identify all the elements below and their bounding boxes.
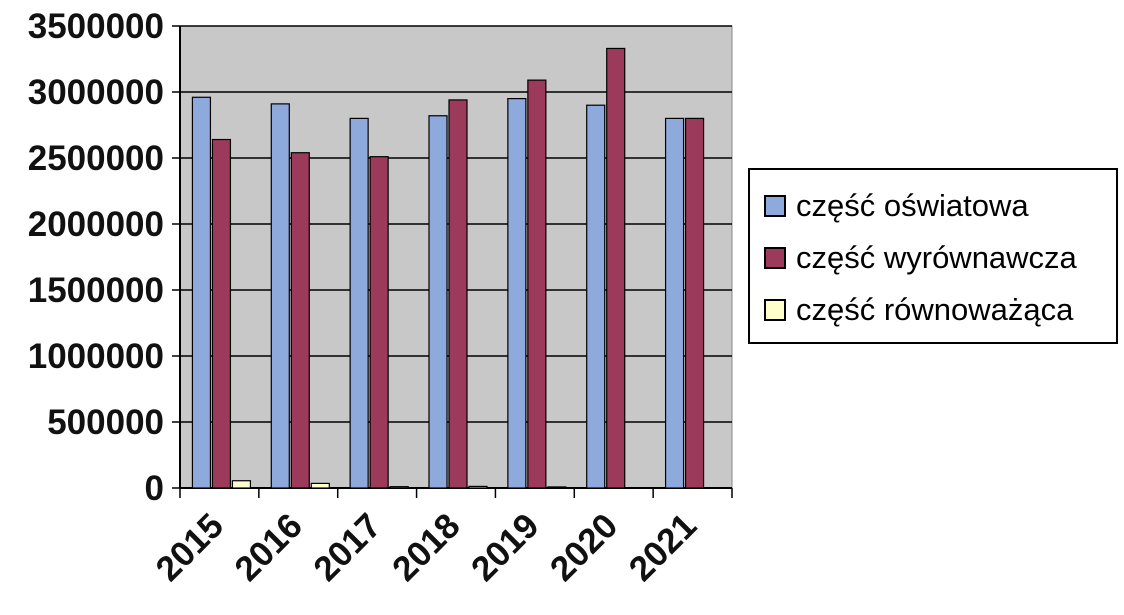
bar-0-2019 (507, 97, 527, 489)
bar-2-2015 (231, 480, 252, 489)
bar-2-2019 (547, 486, 567, 489)
bar-1-2016 (290, 152, 310, 489)
bar-0-2018 (428, 115, 448, 489)
legend-label-wyrownawcza: część wyrównawcza (796, 240, 1077, 275)
bar-0-2015 (191, 96, 212, 489)
legend: część oświatowa część wyrównawcza część … (748, 168, 1118, 344)
bar-2-2016 (310, 482, 330, 489)
legend-swatch-oswiatowa (764, 195, 786, 217)
y-tick-label: 3500000 (28, 7, 164, 46)
bar-0-2017 (349, 117, 369, 489)
bar-1-2017 (369, 156, 389, 489)
x-tick-label: 2015 (148, 506, 231, 589)
x-tick-label: 2017 (306, 506, 389, 589)
legend-item-wyrownawcza: część wyrównawcza (764, 238, 1077, 278)
y-tick-label: 2500000 (28, 139, 164, 178)
bar-1-2018 (448, 99, 468, 489)
x-tick-label: 2016 (227, 506, 310, 589)
bar-2-2017 (389, 486, 409, 489)
y-tick-label: 3000000 (28, 73, 164, 112)
legend-label-rownowazaca: część równoważąca (796, 292, 1074, 327)
legend-item-rownowazaca: część równoważąca (764, 290, 1073, 330)
y-tick-label: 500000 (47, 403, 164, 442)
x-tick-label: 2019 (464, 506, 547, 589)
bar-1-2020 (606, 47, 626, 489)
x-tick-label: 2021 (622, 506, 705, 589)
bar-2-2018 (468, 485, 488, 489)
legend-label-oswiatowa: część oświatowa (796, 188, 1029, 223)
y-tick-label: 1000000 (28, 337, 164, 376)
x-tick-label: 2018 (385, 506, 468, 589)
y-tick-label: 0 (145, 469, 164, 508)
legend-item-oswiatowa: część oświatowa (764, 186, 1029, 226)
y-tick-label: 2000000 (28, 205, 164, 244)
bar-1-2015 (211, 138, 232, 489)
bar-0-2020 (586, 104, 606, 489)
legend-swatch-wyrownawcza (764, 247, 786, 269)
x-tick-label: 2020 (543, 506, 626, 589)
y-tick-label: 1500000 (28, 271, 164, 310)
bar-0-2021 (664, 117, 685, 489)
legend-swatch-rownowazaca (764, 299, 786, 321)
bar-1-2021 (684, 117, 705, 489)
bar-0-2016 (270, 103, 290, 489)
bar-1-2019 (527, 79, 547, 489)
